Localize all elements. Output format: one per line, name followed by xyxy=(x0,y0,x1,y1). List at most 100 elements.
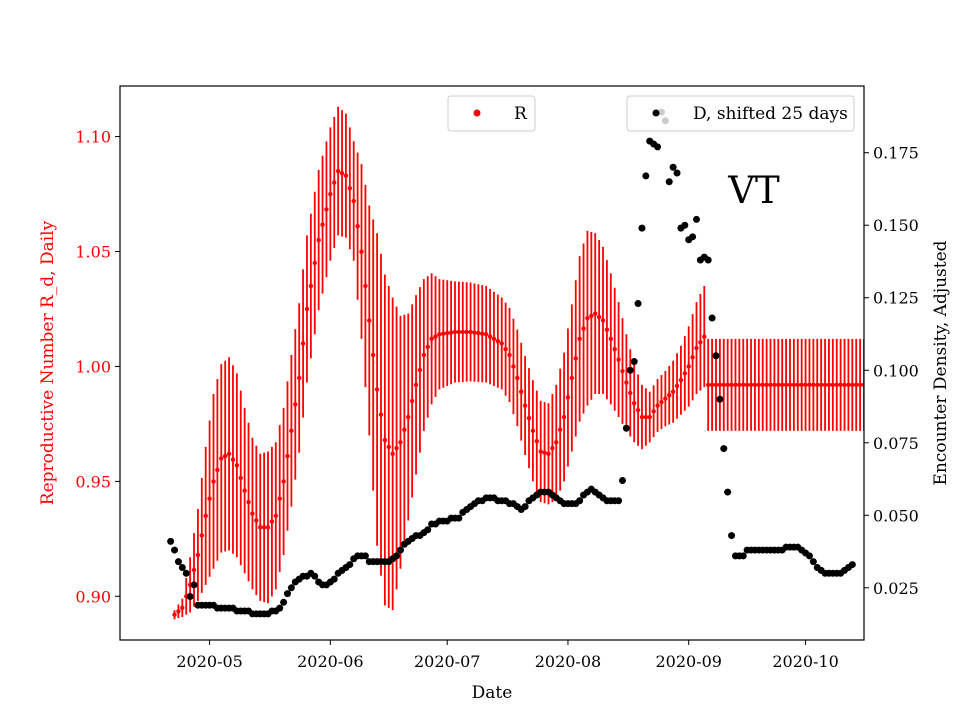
d-point xyxy=(396,546,404,554)
r-point xyxy=(519,389,524,394)
d-point xyxy=(848,561,856,569)
r-point xyxy=(195,552,201,558)
r-point xyxy=(772,382,777,388)
d-point xyxy=(634,300,642,308)
r-point xyxy=(316,237,321,243)
d-point xyxy=(630,358,638,366)
r-point xyxy=(483,332,489,337)
r-point xyxy=(452,329,458,335)
r-point xyxy=(647,414,652,420)
r-point xyxy=(296,375,302,381)
r-point xyxy=(312,260,317,266)
d-point xyxy=(393,552,401,560)
d-series xyxy=(167,108,856,618)
r-point xyxy=(783,382,789,388)
r-point xyxy=(822,382,828,388)
d-point xyxy=(190,581,198,589)
r-point xyxy=(261,525,267,530)
r-point xyxy=(386,444,391,450)
r-point xyxy=(573,356,578,361)
r-point xyxy=(857,382,863,388)
r-point xyxy=(207,496,212,501)
d-point xyxy=(178,563,186,571)
r-point xyxy=(421,352,427,358)
x-axis-label: Date xyxy=(472,683,513,703)
y-left-tick-label: 0.95 xyxy=(75,472,111,491)
r-point xyxy=(343,173,349,178)
r-point xyxy=(254,518,259,523)
r-point xyxy=(355,224,360,229)
r-point xyxy=(850,382,855,388)
r-point xyxy=(655,403,660,408)
y-right-tick-label: 0.125 xyxy=(873,289,919,308)
r-point xyxy=(242,488,247,493)
x-tick-label: 2020-07 xyxy=(414,652,480,671)
r-point xyxy=(339,171,345,176)
r-point xyxy=(394,445,399,451)
state-annotation: VT xyxy=(727,169,780,212)
r-point xyxy=(678,378,684,383)
r-point xyxy=(686,364,691,369)
r-point xyxy=(620,368,625,374)
r-point xyxy=(803,382,808,388)
r-point xyxy=(487,334,493,339)
y-left-tick-label: 1.10 xyxy=(75,128,111,147)
y-left-tick-label: 1.00 xyxy=(75,357,111,376)
d-point xyxy=(626,366,634,374)
r-point xyxy=(335,168,341,174)
d-point xyxy=(521,503,529,511)
r-point xyxy=(390,451,395,457)
r-point xyxy=(445,330,450,336)
y-right-tick-label: 0.175 xyxy=(873,144,919,163)
r-point xyxy=(596,314,602,320)
r-point xyxy=(834,382,839,388)
r-point xyxy=(670,389,676,394)
r-point xyxy=(273,513,279,519)
d-point xyxy=(346,561,354,569)
r-point xyxy=(631,401,637,406)
r-point xyxy=(476,330,481,336)
d-point xyxy=(693,215,701,223)
r-point xyxy=(526,415,532,421)
r-point xyxy=(752,382,758,388)
r-point xyxy=(367,318,372,323)
r-point xyxy=(246,499,251,505)
d-point xyxy=(576,497,584,505)
legend-r-label: R xyxy=(514,104,528,124)
x-tick-label: 2020-05 xyxy=(176,652,242,671)
r-point xyxy=(324,207,329,212)
y-axis-left-label: Reproductive Number R_d, Daily xyxy=(38,220,58,505)
r-point xyxy=(320,222,325,227)
d-point xyxy=(665,178,673,186)
r-point xyxy=(226,451,232,457)
d-point xyxy=(638,224,646,232)
r-point xyxy=(624,380,629,385)
legend-d-label: D, shifted 25 days xyxy=(693,104,848,124)
r-point xyxy=(612,347,617,352)
d-point xyxy=(424,526,432,534)
d-point xyxy=(673,169,681,177)
r-point xyxy=(608,336,614,342)
r-point xyxy=(472,330,477,335)
d-point xyxy=(330,575,338,583)
r-point xyxy=(795,382,800,388)
r-point xyxy=(172,612,177,617)
d-point xyxy=(455,514,463,522)
r-point xyxy=(499,341,504,346)
r-point xyxy=(702,334,707,339)
r-point xyxy=(791,382,797,388)
plot-frame xyxy=(119,85,865,641)
r-point xyxy=(565,395,571,400)
r-point xyxy=(779,382,785,388)
r-point xyxy=(429,336,434,342)
r-point xyxy=(538,449,543,454)
y-right-tick-label: 0.075 xyxy=(873,434,919,453)
r-point xyxy=(604,327,610,332)
d-point xyxy=(716,395,724,403)
d-point xyxy=(186,592,194,600)
r-point xyxy=(815,382,820,388)
r-point xyxy=(585,315,590,321)
r-point xyxy=(729,382,734,388)
r-point xyxy=(744,382,750,388)
y-left-tick-label: 0.90 xyxy=(75,587,111,606)
